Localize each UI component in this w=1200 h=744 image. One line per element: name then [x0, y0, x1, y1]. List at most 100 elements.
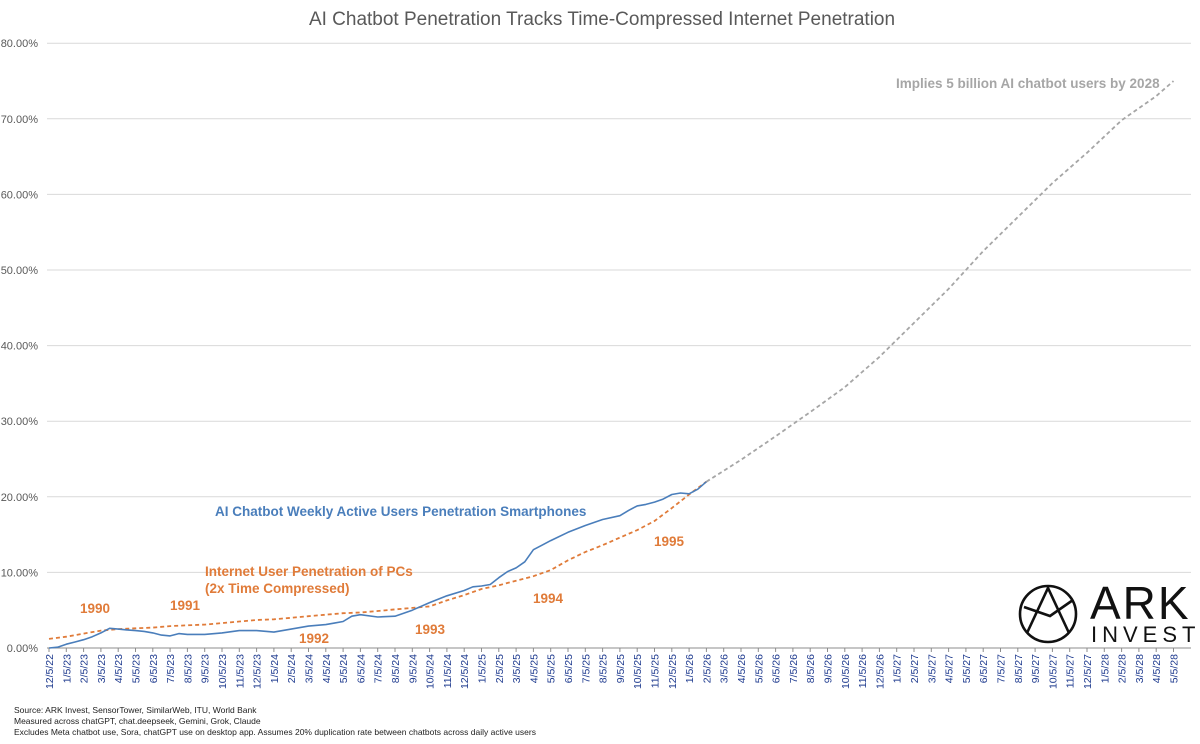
x-tick-label: 7/5/26 — [788, 654, 800, 683]
invest-logo-text: INVEST — [1091, 622, 1200, 647]
x-tick-label: 3/5/25 — [511, 654, 523, 683]
x-tick-label: 1/5/23 — [61, 654, 73, 683]
x-tick-label: 1/5/27 — [892, 654, 904, 683]
x-tick-label: 4/5/26 — [736, 654, 748, 683]
y-tick-label: 10.00% — [1, 567, 39, 579]
ark-logo-mark — [1018, 584, 1078, 644]
year-label-1992: 1992 — [299, 631, 329, 646]
year-label-1991: 1991 — [170, 598, 201, 613]
y-tick-label: 20.00% — [1, 492, 39, 504]
ark-logo: ARK INVEST — [1018, 577, 1200, 647]
x-tick-label: 7/5/25 — [580, 654, 592, 683]
x-tick-label: 6/5/23 — [148, 654, 160, 683]
y-tick-label: 70.00% — [1, 114, 39, 126]
x-tick-label: 8/5/23 — [182, 654, 194, 683]
x-tick-label: 2/5/25 — [494, 654, 506, 683]
x-tick-label: 11/5/24 — [442, 654, 454, 688]
x-tick-label: 9/5/25 — [615, 654, 627, 683]
x-tick-label: 12/5/23 — [252, 654, 264, 689]
x-tick-label: 8/5/27 — [1013, 654, 1025, 683]
x-tick-label: 8/5/26 — [805, 654, 817, 683]
x-tick-label: 5/5/23 — [131, 654, 143, 683]
y-tick-label: 80.00% — [1, 38, 39, 50]
x-tick-label: 2/5/26 — [701, 654, 713, 683]
x-tick-label: 11/5/27 — [1065, 654, 1077, 688]
x-tick-label: 5/5/28 — [1169, 654, 1181, 683]
source-line-1: Source: ARK Invest, SensorTower, Similar… — [14, 705, 257, 715]
x-tick-label: 9/5/27 — [1030, 654, 1042, 683]
x-tick-label: 5/5/25 — [546, 654, 558, 683]
y-axis: 0.00% 10.00% 20.00% 30.00% 40.00% 50.00% 60.00… — [1, 38, 39, 655]
x-tick-label: 6/5/26 — [771, 654, 783, 683]
x-tick-label: 7/5/23 — [165, 654, 177, 683]
x-tick-label: 4/5/27 — [944, 654, 956, 683]
x-tick-label: 3/5/26 — [719, 654, 731, 683]
x-tick-label: 8/5/24 — [390, 654, 402, 683]
x-tick-label: 12/5/24 — [459, 654, 471, 689]
x-tick-label: 6/5/27 — [978, 654, 990, 683]
year-label-1995: 1995 — [654, 534, 685, 549]
x-tick-label: 11/5/26 — [857, 654, 869, 688]
source-line-3: Excludes Meta chatbot use, Sora, chatGPT… — [14, 727, 536, 737]
chart-title: AI Chatbot Penetration Tracks Time-Compr… — [309, 9, 895, 30]
x-tick-label: 12/5/26 — [874, 654, 886, 689]
x-axis: 12/5/22 1/5/23 2/5/23 3/5/23 4/5/23 5/5/23 6/5… — [44, 648, 1181, 689]
x-tick-label: 10/5/26 — [840, 654, 852, 689]
x-tick-label: 6/5/24 — [355, 654, 367, 683]
projection-note: Implies 5 billion AI chatbot users by 20… — [896, 76, 1160, 91]
series-group — [48, 80, 1175, 649]
grid — [47, 42, 1191, 573]
x-tick-label: 10/5/25 — [632, 654, 644, 689]
x-tick-label: 10/5/27 — [1047, 654, 1059, 689]
x-tick-label: 12/5/22 — [44, 654, 56, 689]
x-tick-label: 11/5/23 — [234, 654, 246, 688]
year-label-1994: 1994 — [533, 591, 564, 606]
x-tick-label: 4/5/23 — [113, 654, 125, 683]
x-tick-label: 2/5/24 — [286, 654, 298, 683]
series-label-internet-line1: Internet User Penetration of PCs — [205, 564, 413, 579]
x-tick-label: 1/5/26 — [684, 654, 696, 683]
x-tick-label: 11/5/25 — [650, 654, 662, 688]
series-label-internet-line2: (2x Time Compressed) — [205, 581, 350, 596]
x-tick-label: 9/5/26 — [823, 654, 835, 683]
x-tick-label: 9/5/24 — [407, 654, 419, 683]
x-tick-label: 12/5/25 — [667, 654, 679, 689]
x-tick-label: 8/5/25 — [598, 654, 610, 683]
x-tick-label: 4/5/24 — [321, 654, 333, 683]
x-tick-label: 10/5/24 — [425, 654, 437, 689]
y-tick-label: 0.00% — [7, 643, 38, 655]
year-label-1990: 1990 — [80, 601, 110, 616]
x-tick-label: 9/5/23 — [200, 654, 212, 683]
x-tick-label: 2/5/27 — [909, 654, 921, 683]
y-tick-label: 60.00% — [1, 189, 39, 201]
x-tick-label: 10/5/23 — [217, 654, 229, 689]
y-tick-label: 40.00% — [1, 341, 39, 353]
x-tick-label: 1/5/28 — [1099, 654, 1111, 683]
x-tick-label: 1/5/25 — [477, 654, 489, 683]
series-label-chatbot: AI Chatbot Weekly Active Users Penetrati… — [215, 504, 586, 519]
x-tick-label: 12/5/27 — [1082, 654, 1094, 689]
x-tick-label: 3/5/24 — [304, 654, 316, 683]
x-tick-label: 3/5/28 — [1134, 654, 1146, 683]
x-tick-label: 2/5/28 — [1117, 654, 1129, 683]
x-tick-label: 5/5/27 — [961, 654, 973, 683]
series-line-2 — [705, 80, 1175, 483]
x-tick-label: 7/5/24 — [373, 654, 385, 683]
source-line-2: Measured across chatGPT, chat.deepseek, … — [14, 716, 261, 726]
y-tick-label: 30.00% — [1, 416, 39, 428]
x-tick-label: 7/5/27 — [996, 654, 1008, 683]
x-tick-label: 4/5/25 — [528, 654, 540, 683]
x-tick-label: 4/5/28 — [1151, 654, 1163, 683]
year-label-1993: 1993 — [415, 622, 446, 637]
ark-logo-text: ARK — [1090, 577, 1191, 629]
y-tick-label: 50.00% — [1, 265, 39, 277]
x-tick-label: 5/5/24 — [338, 654, 350, 683]
x-tick-label: 5/5/26 — [753, 654, 765, 683]
x-tick-label: 6/5/25 — [563, 654, 575, 683]
x-tick-label: 3/5/23 — [96, 654, 108, 683]
x-tick-label: 3/5/27 — [926, 654, 938, 683]
x-tick-label: 2/5/23 — [79, 654, 91, 683]
x-tick-label: 1/5/24 — [269, 654, 281, 683]
series-line-1 — [48, 480, 707, 640]
